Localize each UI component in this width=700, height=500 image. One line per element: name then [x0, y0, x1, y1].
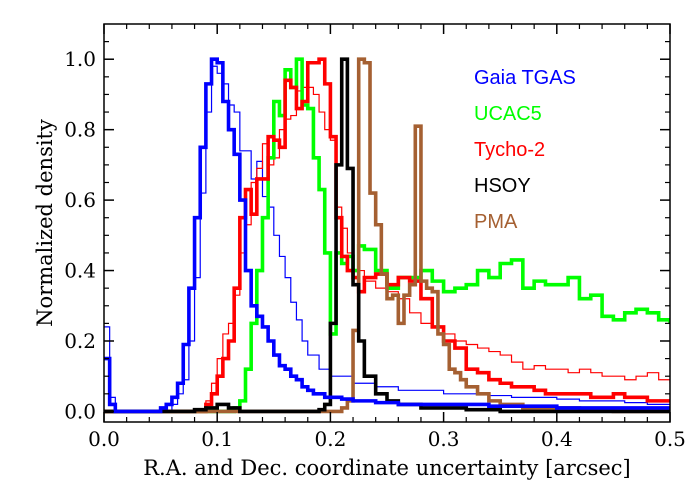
plot-frame	[103, 23, 671, 423]
tick-labels-layer: 0.0 0.1 0.2 0.3 0.4 0.5 0.0 0.2 0.4 0.6 0.8 1.0	[64, 47, 686, 451]
legend-entry-gaia-tgas: Gaia TGAS	[474, 67, 576, 89]
x-tick-label: 0.3	[428, 427, 460, 451]
series-layer	[104, 57, 670, 414]
ticks-layer	[103, 24, 671, 422]
series-line-series-5-thin	[104, 65, 670, 413]
y-tick-label: 0.4	[64, 259, 96, 283]
x-tick-label: 0.0	[88, 427, 120, 451]
x-tick-label: 0.2	[314, 427, 346, 451]
series-line-tycho-2	[104, 57, 670, 414]
legend: Gaia TGAS UCAC5 Tycho-2 HSOY PMA	[474, 67, 576, 233]
x-tick-label: 0.4	[541, 427, 573, 451]
y-axis-title: Normalized density	[33, 119, 57, 327]
x-tick-label: 0.1	[201, 427, 233, 451]
series-line-gaia-tgas	[104, 57, 670, 414]
legend-entry-hsoy: HSOY	[474, 175, 531, 197]
legend-entry-pma: PMA	[474, 211, 518, 233]
series-line-hsoy	[104, 57, 670, 414]
series-line-series-6-thin	[104, 86, 670, 413]
y-tick-label: 1.0	[64, 47, 96, 71]
x-tick-label: 0.5	[654, 427, 686, 451]
y-tick-label: 0.0	[64, 399, 96, 423]
legend-entry-tycho-2: Tycho-2	[474, 139, 545, 161]
series-line-ucac5	[104, 57, 670, 414]
x-axis-title: R.A. and Dec. coordinate uncertainty [ar…	[143, 456, 631, 480]
y-tick-label: 0.2	[64, 329, 96, 353]
y-tick-label: 0.8	[64, 118, 96, 142]
legend-entry-ucac5: UCAC5	[474, 103, 542, 125]
y-tick-label: 0.6	[64, 188, 96, 212]
